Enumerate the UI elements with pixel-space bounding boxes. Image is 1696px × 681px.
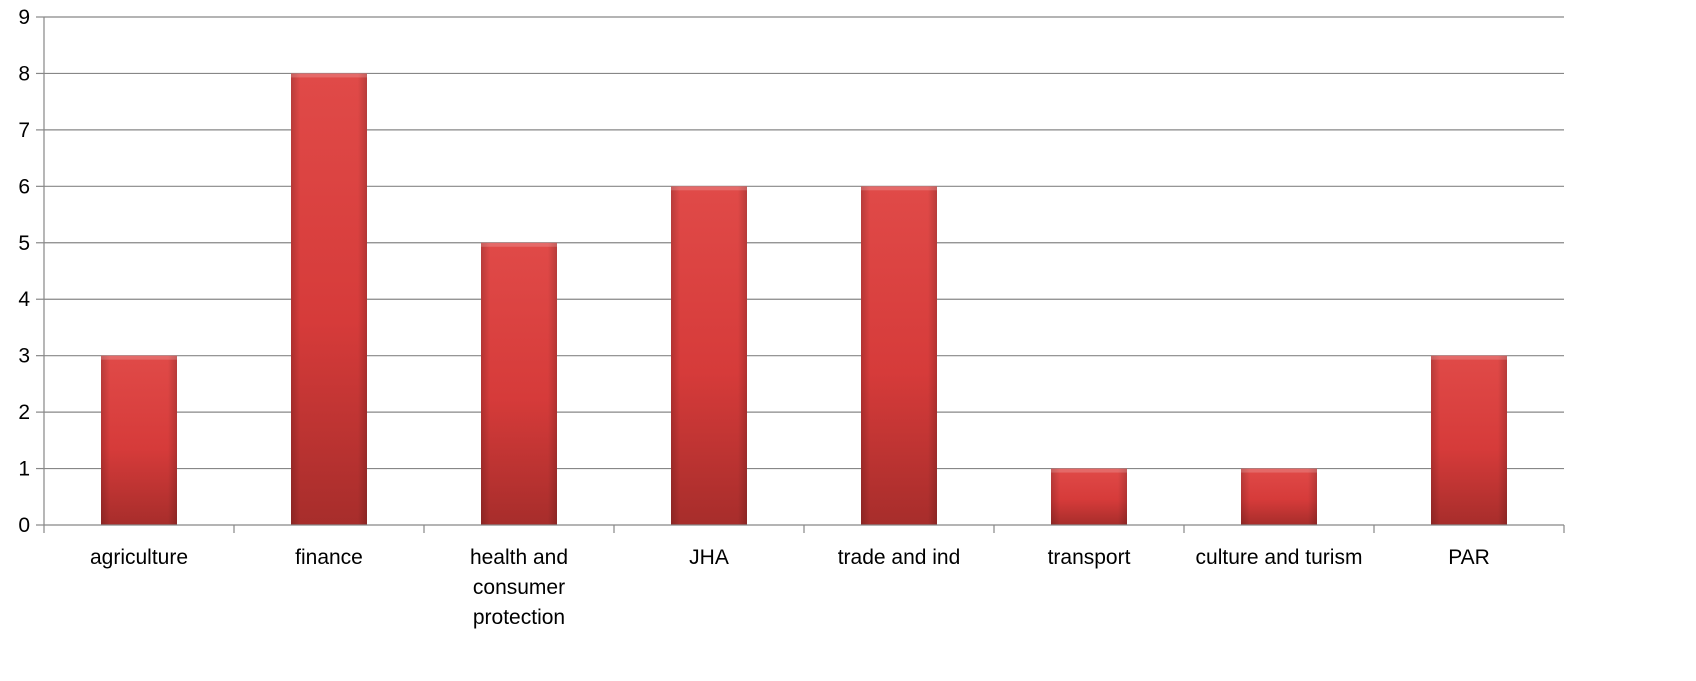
x-tick-label-line: trade and ind [838,546,961,569]
y-tick-label-2: 2 [18,401,30,424]
bar-shading [1431,355,1507,525]
bars [101,73,1507,526]
bar-top-highlight [101,355,177,360]
x-tick-label-0: agriculture [90,546,188,569]
y-tick-labels: 0 1 2 3 4 5 6 7 8 9 [18,6,30,537]
x-tick-label-5: transport [1048,546,1131,569]
bar-shading [671,186,747,526]
bar-0 [101,355,177,525]
x-tick-label-line: protection [473,606,565,629]
y-tick-label-3: 3 [18,345,30,368]
x-tick-labels: agriculture finance health and consumer prot… [90,546,1490,629]
bar-shading [1051,468,1127,525]
x-tick-label-line: health and [470,546,568,569]
axes [36,16,1565,533]
bar-4 [861,186,937,526]
bar-5 [1051,468,1127,525]
bar-2 [481,242,557,525]
x-tick-label-line: PAR [1448,546,1490,569]
bar-shading [1241,468,1317,525]
y-tick-label-8: 8 [18,62,30,85]
x-tick-label-7: PAR [1448,546,1490,569]
x-tick-label-line: culture and turism [1196,546,1363,569]
bar-shading [101,355,177,525]
x-tick-label-line: consumer [473,576,565,599]
x-tick-label-4: trade and ind [838,546,961,569]
bar-shading [861,186,937,526]
y-tick-label-4: 4 [18,288,30,311]
x-tick-label-line: JHA [689,546,729,569]
y-tick-label-7: 7 [18,119,30,142]
bar-top-highlight [861,186,937,191]
bar-shading [291,73,367,525]
bar-top-highlight [1051,468,1127,473]
bar-7 [1431,355,1507,525]
bar-top-highlight [481,242,557,247]
x-tick-label-2: health and consumer protection [470,546,568,629]
x-tick-label-6: culture and turism [1196,546,1363,569]
bar-1 [291,73,367,525]
bar-top-highlight [291,73,367,78]
x-tick-label-line: finance [295,546,363,569]
bar-6 [1241,468,1317,525]
bar-shading [481,242,557,525]
bar-top-highlight [1431,355,1507,360]
bar-top-highlight [1241,468,1317,473]
y-tick-label-9: 9 [18,6,30,29]
bar-3 [671,186,747,526]
gridlines [44,16,1564,470]
y-tick-label-6: 6 [18,175,30,198]
x-tick-label-line: transport [1048,546,1131,569]
bar-top-highlight [671,186,747,191]
x-tick-label-3: JHA [689,546,729,569]
x-tick-label-line: agriculture [90,546,188,569]
x-tick-label-1: finance [295,546,363,569]
y-tick-label-1: 1 [18,458,30,481]
y-tick-label-5: 5 [18,232,30,255]
y-tick-label-0: 0 [18,514,30,537]
